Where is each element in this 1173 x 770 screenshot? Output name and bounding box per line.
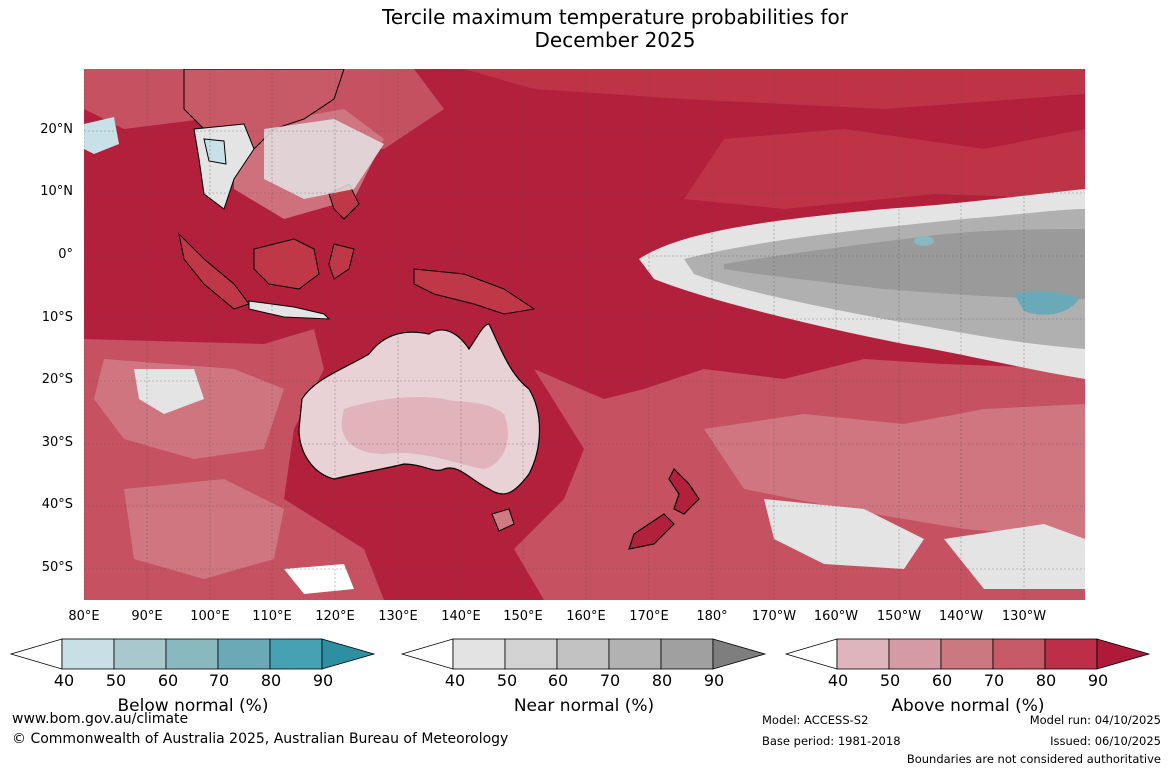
australia-landmass <box>298 323 541 532</box>
colorbar-segment-5 <box>1044 638 1098 670</box>
colorbar-segment-over <box>321 638 376 670</box>
colorbar-label-near-normal: Near normal (%) <box>513 696 655 716</box>
lat-label-0: 0° <box>58 247 73 262</box>
lon-label-140w: 140°W <box>938 609 984 624</box>
cb-above-tick-90: 90 <box>1087 671 1109 690</box>
colorbar-segment-over <box>712 638 767 670</box>
cb-near-tick-90: 90 <box>703 671 725 690</box>
lat-label-30s: 30°S <box>41 435 73 450</box>
cb-above-tick-60: 60 <box>931 671 953 690</box>
lon-label-160w: 160°W <box>813 609 859 624</box>
lon-label-170e: 170°E <box>629 609 669 624</box>
near-normal-patches <box>134 369 1085 594</box>
lon-label-170w: 170°W <box>751 609 797 624</box>
colorbar-segment-3 <box>556 638 610 670</box>
lon-label-100e: 100°E <box>190 609 230 624</box>
footer-base-period: Base period: 1981-2018 <box>762 734 901 748</box>
near-normal-equatorial-band <box>639 189 1085 379</box>
colorbar-segment-2 <box>504 638 558 670</box>
colorbar-segment-1 <box>452 638 506 670</box>
colorbar-segment-4 <box>217 638 271 670</box>
cb-below-tick-40: 40 <box>53 671 75 690</box>
lat-gridlines <box>84 130 1085 570</box>
colorbar-below-normal <box>10 638 376 670</box>
asia-mainland <box>84 69 384 210</box>
cb-above-tick-80: 80 <box>1035 671 1057 690</box>
colorbar-segment-over <box>1096 638 1151 670</box>
lon-label-160e: 160°E <box>566 609 606 624</box>
cb-above-tick-50: 50 <box>879 671 901 690</box>
lat-label-20s: 20°S <box>41 372 73 387</box>
cb-below-tick-70: 70 <box>208 671 230 690</box>
lon-label-80e: 80°E <box>68 609 100 624</box>
lat-label-50s: 50°S <box>41 560 73 575</box>
colorbar-segment-3 <box>940 638 994 670</box>
cb-near-tick-60: 60 <box>547 671 569 690</box>
cb-near-tick-80: 80 <box>651 671 673 690</box>
lon-label-150e: 150°E <box>503 609 543 624</box>
colorbar-segment-under <box>10 638 63 670</box>
chart-title-line-1: Tercile maximum temperature probabilitie… <box>382 5 848 29</box>
footer-model: Model: ACCESS-S2 <box>762 713 869 727</box>
lon-label-150w: 150°W <box>876 609 922 624</box>
colorbar-above-normal <box>785 638 1151 670</box>
cb-below-tick-50: 50 <box>105 671 127 690</box>
maritime-continent-islands <box>178 183 536 320</box>
colorbar-segment-under <box>401 638 454 670</box>
colorbar-label-above-normal: Above normal (%) <box>891 696 1045 716</box>
colorbar-segment-5 <box>269 638 323 670</box>
probability-map <box>84 69 1085 600</box>
cb-below-tick-90: 90 <box>312 671 334 690</box>
colorbar-segment-1 <box>836 638 890 670</box>
colorbar-segment-5 <box>660 638 714 670</box>
footer-copyright: © Commonwealth of Australia 2025, Austra… <box>12 731 509 747</box>
colorbar-segment-1 <box>61 638 115 670</box>
colorbar-near-normal <box>401 638 767 670</box>
cb-below-tick-60: 60 <box>157 671 179 690</box>
lat-label-40s: 40°S <box>41 497 73 512</box>
new-zealand-landmass <box>628 467 700 550</box>
colorbar-segment-under <box>785 638 838 670</box>
cb-above-tick-70: 70 <box>983 671 1005 690</box>
lon-label-130w: 130°W <box>1001 609 1047 624</box>
cb-near-tick-50: 50 <box>496 671 518 690</box>
colorbar-segment-2 <box>888 638 942 670</box>
footer-model-run: Model run: 04/10/2025 <box>1029 713 1161 727</box>
footer-issued: Issued: 06/10/2025 <box>1050 734 1161 748</box>
lat-label-20n: 20°N <box>40 122 73 137</box>
lon-label-180: 180° <box>696 609 728 624</box>
lon-label-130e: 130°E <box>378 609 418 624</box>
chart-title-line-2: December 2025 <box>534 28 696 52</box>
lon-gridlines <box>84 69 1025 600</box>
colorbar-segment-4 <box>992 638 1046 670</box>
cb-near-tick-70: 70 <box>599 671 621 690</box>
colorbar-segment-3 <box>165 638 219 670</box>
colorbar-label-below-normal: Below normal (%) <box>117 696 269 716</box>
lat-label-10n: 10°N <box>40 184 73 199</box>
lon-label-110e: 110°E <box>252 609 292 624</box>
footer-disclaimer: Boundaries are not considered authoritat… <box>906 752 1161 766</box>
colorbar-segment-2 <box>113 638 167 670</box>
lon-label-90e: 90°E <box>131 609 163 624</box>
colorbar-segment-4 <box>608 638 662 670</box>
cb-below-tick-80: 80 <box>260 671 282 690</box>
lon-label-140e: 140°E <box>441 609 481 624</box>
footer-website: www.bom.gov.au/climate <box>12 711 189 727</box>
cb-near-tick-40: 40 <box>444 671 466 690</box>
cb-above-tick-40: 40 <box>827 671 849 690</box>
lat-label-10s: 10°S <box>41 310 73 325</box>
lon-label-120e: 120°E <box>315 609 355 624</box>
